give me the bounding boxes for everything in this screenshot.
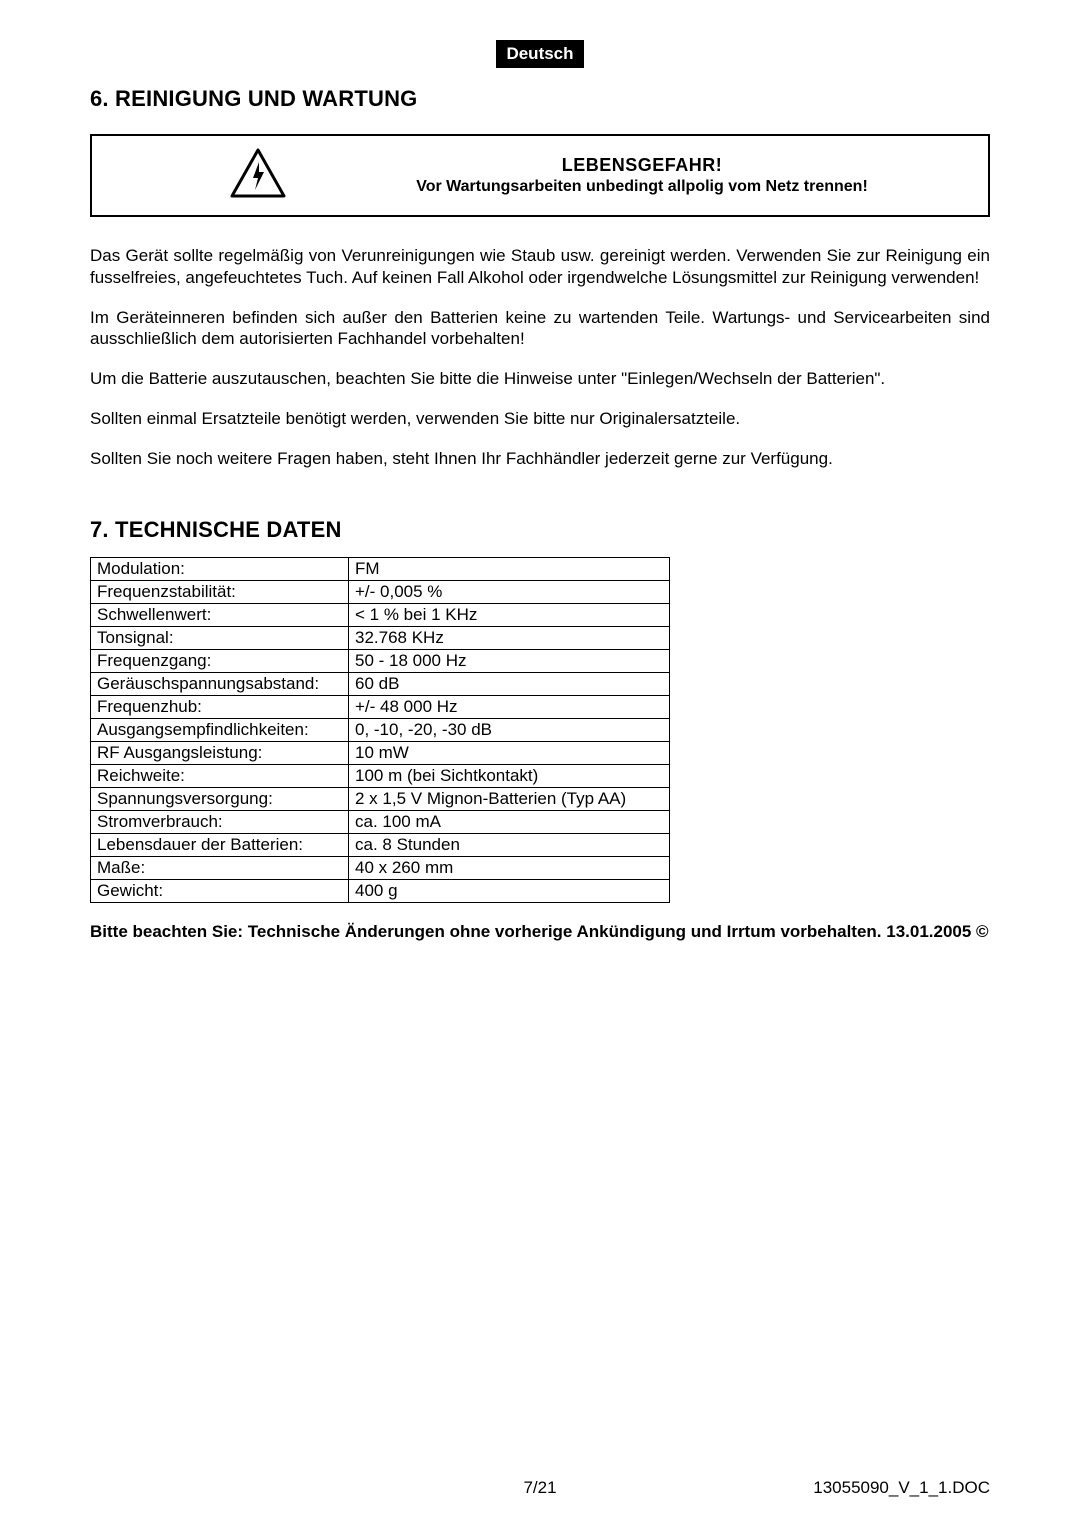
- table-row: Maße:40 x 260 mm: [91, 857, 670, 880]
- spec-label: Schwellenwert:: [91, 604, 349, 627]
- paragraph: Sollten einmal Ersatzteile benötigt werd…: [90, 408, 990, 430]
- table-row: Reichweite:100 m (bei Sichtkontakt): [91, 765, 670, 788]
- paragraph: Um die Batterie auszutauschen, beachten …: [90, 368, 990, 390]
- spec-value: 2 x 1,5 V Mignon-Batterien (Typ AA): [349, 788, 670, 811]
- table-row: Gewicht:400 g: [91, 880, 670, 903]
- spec-label: Tonsignal:: [91, 627, 349, 650]
- paragraph: Das Gerät sollte regelmäßig von Verunrei…: [90, 245, 990, 289]
- table-row: Geräuschspannungsabstand:60 dB: [91, 673, 670, 696]
- spec-label: RF Ausgangsleistung:: [91, 742, 349, 765]
- table-row: Stromverbrauch:ca. 100 mA: [91, 811, 670, 834]
- spec-value: 10 mW: [349, 742, 670, 765]
- paragraph: Sollten Sie noch weitere Fragen haben, s…: [90, 448, 990, 470]
- section-7-title: 7. TECHNISCHE DATEN: [90, 517, 990, 543]
- table-row: Frequenzgang:50 - 18 000 Hz: [91, 650, 670, 673]
- spec-value: 60 dB: [349, 673, 670, 696]
- spec-label: Stromverbrauch:: [91, 811, 349, 834]
- table-row: Lebensdauer der Batterien:ca. 8 Stunden: [91, 834, 670, 857]
- warning-title: LEBENSGEFAHR!: [314, 155, 970, 176]
- spec-value: +/- 0,005 %: [349, 581, 670, 604]
- table-row: Schwellenwert:< 1 % bei 1 KHz: [91, 604, 670, 627]
- spec-label: Ausgangsempfindlichkeiten:: [91, 719, 349, 742]
- spec-label: Modulation:: [91, 558, 349, 581]
- table-row: Modulation:FM: [91, 558, 670, 581]
- page-number: 7/21: [90, 1478, 990, 1498]
- hazard-icon: [230, 148, 286, 203]
- spec-table: Modulation:FMFrequenzstabilität:+/- 0,00…: [90, 557, 670, 903]
- footer: 7/21 13055090_V_1_1.DOC: [90, 1478, 990, 1498]
- spec-value: 40 x 260 mm: [349, 857, 670, 880]
- warning-text: LEBENSGEFAHR! Vor Wartungsarbeiten unbed…: [314, 155, 970, 196]
- paragraph: Im Geräteinneren befinden sich außer den…: [90, 307, 990, 351]
- table-row: RF Ausgangsleistung:10 mW: [91, 742, 670, 765]
- table-row: Tonsignal:32.768 KHz: [91, 627, 670, 650]
- spec-value: 400 g: [349, 880, 670, 903]
- spec-label: Frequenzhub:: [91, 696, 349, 719]
- spec-label: Gewicht:: [91, 880, 349, 903]
- table-row: Ausgangsempfindlichkeiten:0, -10, -20, -…: [91, 719, 670, 742]
- language-row: Deutsch: [90, 40, 990, 86]
- spec-value: ca. 8 Stunden: [349, 834, 670, 857]
- spec-label: Lebensdauer der Batterien:: [91, 834, 349, 857]
- warning-box: LEBENSGEFAHR! Vor Wartungsarbeiten unbed…: [90, 134, 990, 217]
- section-6-title: 6. REINIGUNG UND WARTUNG: [90, 86, 990, 112]
- table-row: Frequenzstabilität:+/- 0,005 %: [91, 581, 670, 604]
- spec-label: Spannungsversorgung:: [91, 788, 349, 811]
- spec-value: 100 m (bei Sichtkontakt): [349, 765, 670, 788]
- spec-value: 0, -10, -20, -30 dB: [349, 719, 670, 742]
- spec-value: ca. 100 mA: [349, 811, 670, 834]
- spec-value: 50 - 18 000 Hz: [349, 650, 670, 673]
- warning-subtitle: Vor Wartungsarbeiten unbedingt allpolig …: [314, 178, 970, 196]
- table-row: Frequenzhub:+/- 48 000 Hz: [91, 696, 670, 719]
- spec-value: < 1 % bei 1 KHz: [349, 604, 670, 627]
- spec-value: +/- 48 000 Hz: [349, 696, 670, 719]
- spec-label: Frequenzgang:: [91, 650, 349, 673]
- spec-label: Reichweite:: [91, 765, 349, 788]
- spec-label: Frequenzstabilität:: [91, 581, 349, 604]
- language-badge: Deutsch: [496, 40, 583, 68]
- spec-value: 32.768 KHz: [349, 627, 670, 650]
- spec-label: Geräuschspannungsabstand:: [91, 673, 349, 696]
- spec-label: Maße:: [91, 857, 349, 880]
- tech-note: Bitte beachten Sie: Technische Änderunge…: [90, 921, 990, 943]
- spec-value: FM: [349, 558, 670, 581]
- page: Deutsch 6. REINIGUNG UND WARTUNG LEBENSG…: [0, 0, 1080, 1528]
- table-row: Spannungsversorgung:2 x 1,5 V Mignon-Bat…: [91, 788, 670, 811]
